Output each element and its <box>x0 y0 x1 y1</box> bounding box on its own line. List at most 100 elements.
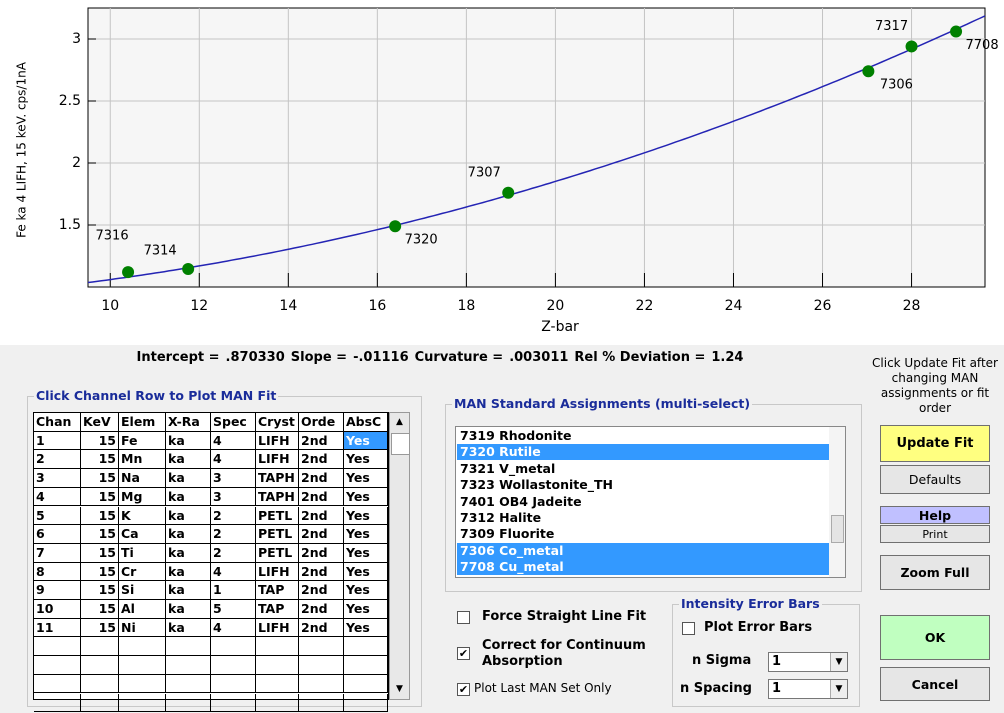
table-cell[interactable] <box>299 674 344 694</box>
table-cell[interactable]: 2nd <box>299 600 344 619</box>
table-cell[interactable]: PETL <box>256 506 299 526</box>
table-cell[interactable] <box>81 656 119 675</box>
table-cell[interactable]: Yes <box>344 618 388 638</box>
table-cell[interactable]: TAPH <box>256 469 299 488</box>
table-cell[interactable]: 7 <box>34 543 81 563</box>
table-cell[interactable]: 2nd <box>299 506 344 526</box>
table-cell[interactable] <box>211 693 256 713</box>
table-cell[interactable]: K <box>119 506 166 526</box>
table-cell[interactable]: 10 <box>34 600 81 619</box>
table-cell[interactable]: 4 <box>211 618 256 638</box>
table-cell[interactable]: 8 <box>34 562 81 582</box>
table-cell[interactable] <box>344 637 388 657</box>
table-cell[interactable]: 2nd <box>299 469 344 488</box>
list-item[interactable]: 7320 Rutile <box>457 444 829 461</box>
table-cell[interactable]: LIFH <box>256 618 299 638</box>
table-cell[interactable] <box>256 637 299 657</box>
table-cell[interactable]: Na <box>119 469 166 488</box>
table-cell[interactable]: 15 <box>81 450 119 470</box>
table-cell[interactable]: LIFH <box>256 562 299 582</box>
table-cell[interactable]: 15 <box>81 581 119 600</box>
list-item[interactable]: 7401 OB4 Jadeite <box>460 493 582 509</box>
table-cell[interactable]: 5 <box>211 600 256 619</box>
table-cell[interactable]: Ni <box>119 618 166 638</box>
table-cell[interactable]: 15 <box>81 469 119 488</box>
table-cell[interactable] <box>81 693 119 713</box>
checkbox[interactable] <box>682 622 695 635</box>
list-item[interactable]: 7306 Co_metal <box>457 542 829 559</box>
table-cell[interactable]: 2nd <box>299 487 344 507</box>
table-cell[interactable]: ka <box>166 469 211 488</box>
table-cell[interactable] <box>81 674 119 694</box>
table-cell[interactable]: LIFH <box>256 431 299 451</box>
checkbox-label[interactable]: Plot Error Bars <box>704 620 813 635</box>
scroll-down[interactable]: ▼ <box>396 684 403 694</box>
table-cell[interactable]: 15 <box>81 600 119 619</box>
checkbox[interactable]: ✔ <box>457 647 470 660</box>
table-cell[interactable]: 15 <box>81 543 119 563</box>
table-cell[interactable]: ka <box>166 618 211 638</box>
table-cell[interactable]: ka <box>166 525 211 544</box>
table-cell[interactable]: 15 <box>81 431 119 451</box>
table-cell[interactable]: 5 <box>34 506 81 526</box>
table-cell[interactable]: 2nd <box>299 618 344 638</box>
table-cell[interactable]: 4 <box>211 562 256 582</box>
table-cell[interactable]: ka <box>166 600 211 619</box>
table-cell[interactable] <box>34 674 81 694</box>
table-cell[interactable]: Yes <box>344 525 388 544</box>
table-cell[interactable]: 1 <box>34 431 81 451</box>
table-cell[interactable]: TAP <box>256 581 299 600</box>
table-cell[interactable]: PETL <box>256 543 299 563</box>
checkbox-label[interactable]: Plot Last MAN Set Only <box>474 681 612 695</box>
table-cell[interactable]: TAP <box>256 600 299 619</box>
table-cell[interactable] <box>166 674 211 694</box>
table-cell[interactable] <box>256 656 299 675</box>
table-cell[interactable]: 2 <box>211 525 256 544</box>
table-cell[interactable]: 3 <box>211 487 256 507</box>
table-cell[interactable]: Yes <box>344 487 388 507</box>
table-cell[interactable]: ka <box>166 543 211 563</box>
table-cell[interactable]: 2 <box>34 450 81 470</box>
table-cell[interactable]: Si <box>119 581 166 600</box>
table-cell[interactable] <box>256 674 299 694</box>
table-cell[interactable]: 2nd <box>299 543 344 563</box>
table-cell[interactable]: Yes <box>344 431 388 451</box>
table-cell[interactable]: 15 <box>81 618 119 638</box>
checkbox-label[interactable]: Correct for Continuum Absorption <box>482 638 646 669</box>
table-cell[interactable] <box>344 693 388 713</box>
table-cell[interactable]: Cr <box>119 562 166 582</box>
list-scrollbar[interactable] <box>829 427 845 577</box>
table-cell[interactable]: 2 <box>211 506 256 526</box>
table-cell[interactable]: Yes <box>344 506 388 526</box>
table-cell[interactable]: 2 <box>211 543 256 563</box>
table-cell[interactable]: Mn <box>119 450 166 470</box>
sigma-combo[interactable]: 1 <box>768 652 848 672</box>
list-item[interactable]: 7323 Wollastonite_TH <box>460 477 613 493</box>
table-cell[interactable] <box>119 637 166 657</box>
table-cell[interactable] <box>34 656 81 675</box>
print-button[interactable]: Print <box>880 525 990 543</box>
table-cell[interactable]: ka <box>166 506 211 526</box>
cancel-button[interactable]: Cancel <box>880 667 990 701</box>
table-cell[interactable]: 3 <box>34 469 81 488</box>
list-item[interactable]: 7708 Cu_metal <box>457 559 829 576</box>
table-cell[interactable]: 15 <box>81 525 119 544</box>
update-fit-button[interactable]: Update Fit <box>880 425 990 462</box>
table-cell[interactable]: 9 <box>34 581 81 600</box>
table-cell[interactable]: PETL <box>256 525 299 544</box>
table-cell[interactable] <box>81 637 119 657</box>
checkbox-label[interactable]: Force Straight Line Fit <box>482 609 647 624</box>
list-item[interactable]: 7312 Halite <box>460 510 542 525</box>
table-cell[interactable] <box>299 637 344 657</box>
defaults-button[interactable]: Defaults <box>880 465 990 494</box>
table-cell[interactable]: Fe <box>119 431 166 451</box>
table-cell[interactable]: 15 <box>81 506 119 526</box>
table-cell[interactable]: 1 <box>211 581 256 600</box>
checkbox[interactable] <box>457 611 470 624</box>
table-cell[interactable]: 2nd <box>299 431 344 451</box>
table-cell[interactable]: Ca <box>119 525 166 544</box>
table-cell[interactable]: 15 <box>81 562 119 582</box>
table-cell[interactable]: Yes <box>344 562 388 582</box>
table-cell[interactable]: 4 <box>211 431 256 451</box>
table-cell[interactable]: Yes <box>344 469 388 488</box>
